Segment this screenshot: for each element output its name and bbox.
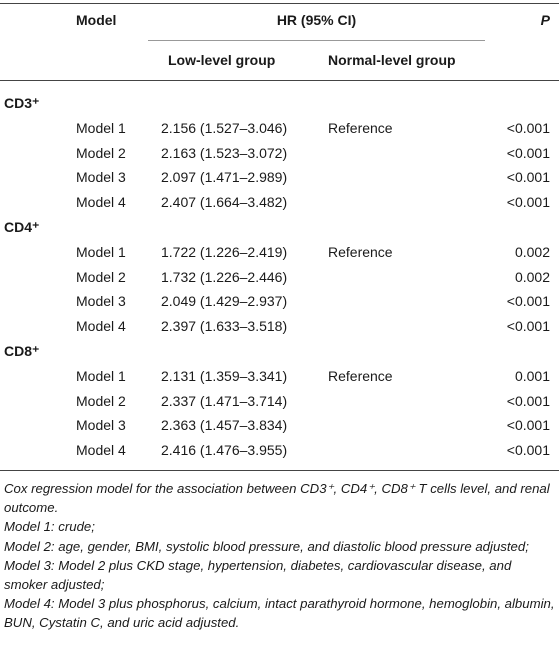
bottom-rule	[0, 470, 559, 471]
p-cell: <0.001	[506, 392, 550, 409]
model-cell: Model 1	[76, 243, 126, 260]
p-cell: <0.001	[506, 293, 550, 310]
p-cell: <0.001	[506, 169, 550, 186]
low-cell: 2.156 (1.527–3.046)	[161, 119, 288, 136]
top-rule	[0, 3, 559, 4]
p-cell: <0.001	[506, 417, 550, 434]
header-low: Low-level group	[168, 52, 276, 68]
low-cell: 2.097 (1.471–2.989)	[161, 169, 288, 186]
model-cell: Model 3	[76, 293, 126, 310]
header-normal: Normal-level group	[328, 52, 456, 68]
p-cell: <0.001	[506, 144, 550, 161]
span-rule	[148, 40, 485, 41]
footnote: Cox regression model for the association…	[4, 481, 550, 515]
group-label: CD4⁺	[4, 219, 40, 235]
group-label: CD8⁺	[4, 343, 40, 359]
low-cell: 2.337 (1.471–3.714)	[161, 392, 288, 409]
low-cell: 2.407 (1.664–3.482)	[161, 194, 288, 211]
low-cell: 2.049 (1.429–2.937)	[161, 293, 288, 310]
low-cell: 2.397 (1.633–3.518)	[161, 318, 288, 335]
model-cell: Model 2	[76, 144, 126, 161]
header-hr: HR (95% CI)	[276, 12, 357, 28]
model-cell: Model 4	[76, 318, 126, 335]
low-cell: 1.732 (1.226–2.446)	[161, 268, 288, 285]
model-cell: Model 2	[76, 268, 126, 285]
group-label: CD3⁺	[4, 95, 40, 111]
model-cell: Model 4	[76, 194, 126, 211]
footnotes: Cox regression model for the association…	[4, 480, 556, 633]
normal-cell: Reference	[328, 243, 393, 260]
header-p: P	[540, 12, 550, 28]
model-cell: Model 3	[76, 417, 126, 434]
model-cell: Model 2	[76, 392, 126, 409]
low-cell: 2.416 (1.476–3.955)	[161, 442, 288, 459]
model-cell: Model 4	[76, 442, 126, 459]
footnote: Model 2: age, gender, BMI, systolic bloo…	[4, 538, 529, 554]
p-cell: <0.001	[506, 119, 550, 136]
normal-cell: Reference	[328, 367, 393, 384]
low-cell: 2.131 (1.359–3.341)	[161, 367, 288, 384]
p-cell: 0.002	[514, 243, 550, 260]
header-model: Model	[76, 12, 117, 28]
normal-cell: Reference	[328, 119, 393, 136]
header-rule	[0, 80, 559, 81]
p-cell: <0.001	[506, 194, 550, 211]
low-cell: 1.722 (1.226–2.419)	[161, 243, 288, 260]
p-cell: <0.001	[506, 318, 550, 335]
footnote: Model 1: crude;	[4, 519, 95, 534]
model-cell: Model 3	[76, 169, 126, 186]
low-cell: 2.163 (1.523–3.072)	[161, 144, 288, 161]
p-cell: 0.002	[514, 268, 550, 285]
p-cell: <0.001	[506, 442, 550, 459]
low-cell: 2.363 (1.457–3.834)	[161, 417, 288, 434]
footnote: Model 3: Model 2 plus CKD stage, hyperte…	[4, 558, 512, 592]
p-cell: 0.001	[514, 367, 550, 384]
model-cell: Model 1	[76, 367, 126, 384]
model-cell: Model 1	[76, 119, 126, 136]
footnote: Model 4: Model 3 plus phosphorus, calciu…	[4, 596, 555, 630]
